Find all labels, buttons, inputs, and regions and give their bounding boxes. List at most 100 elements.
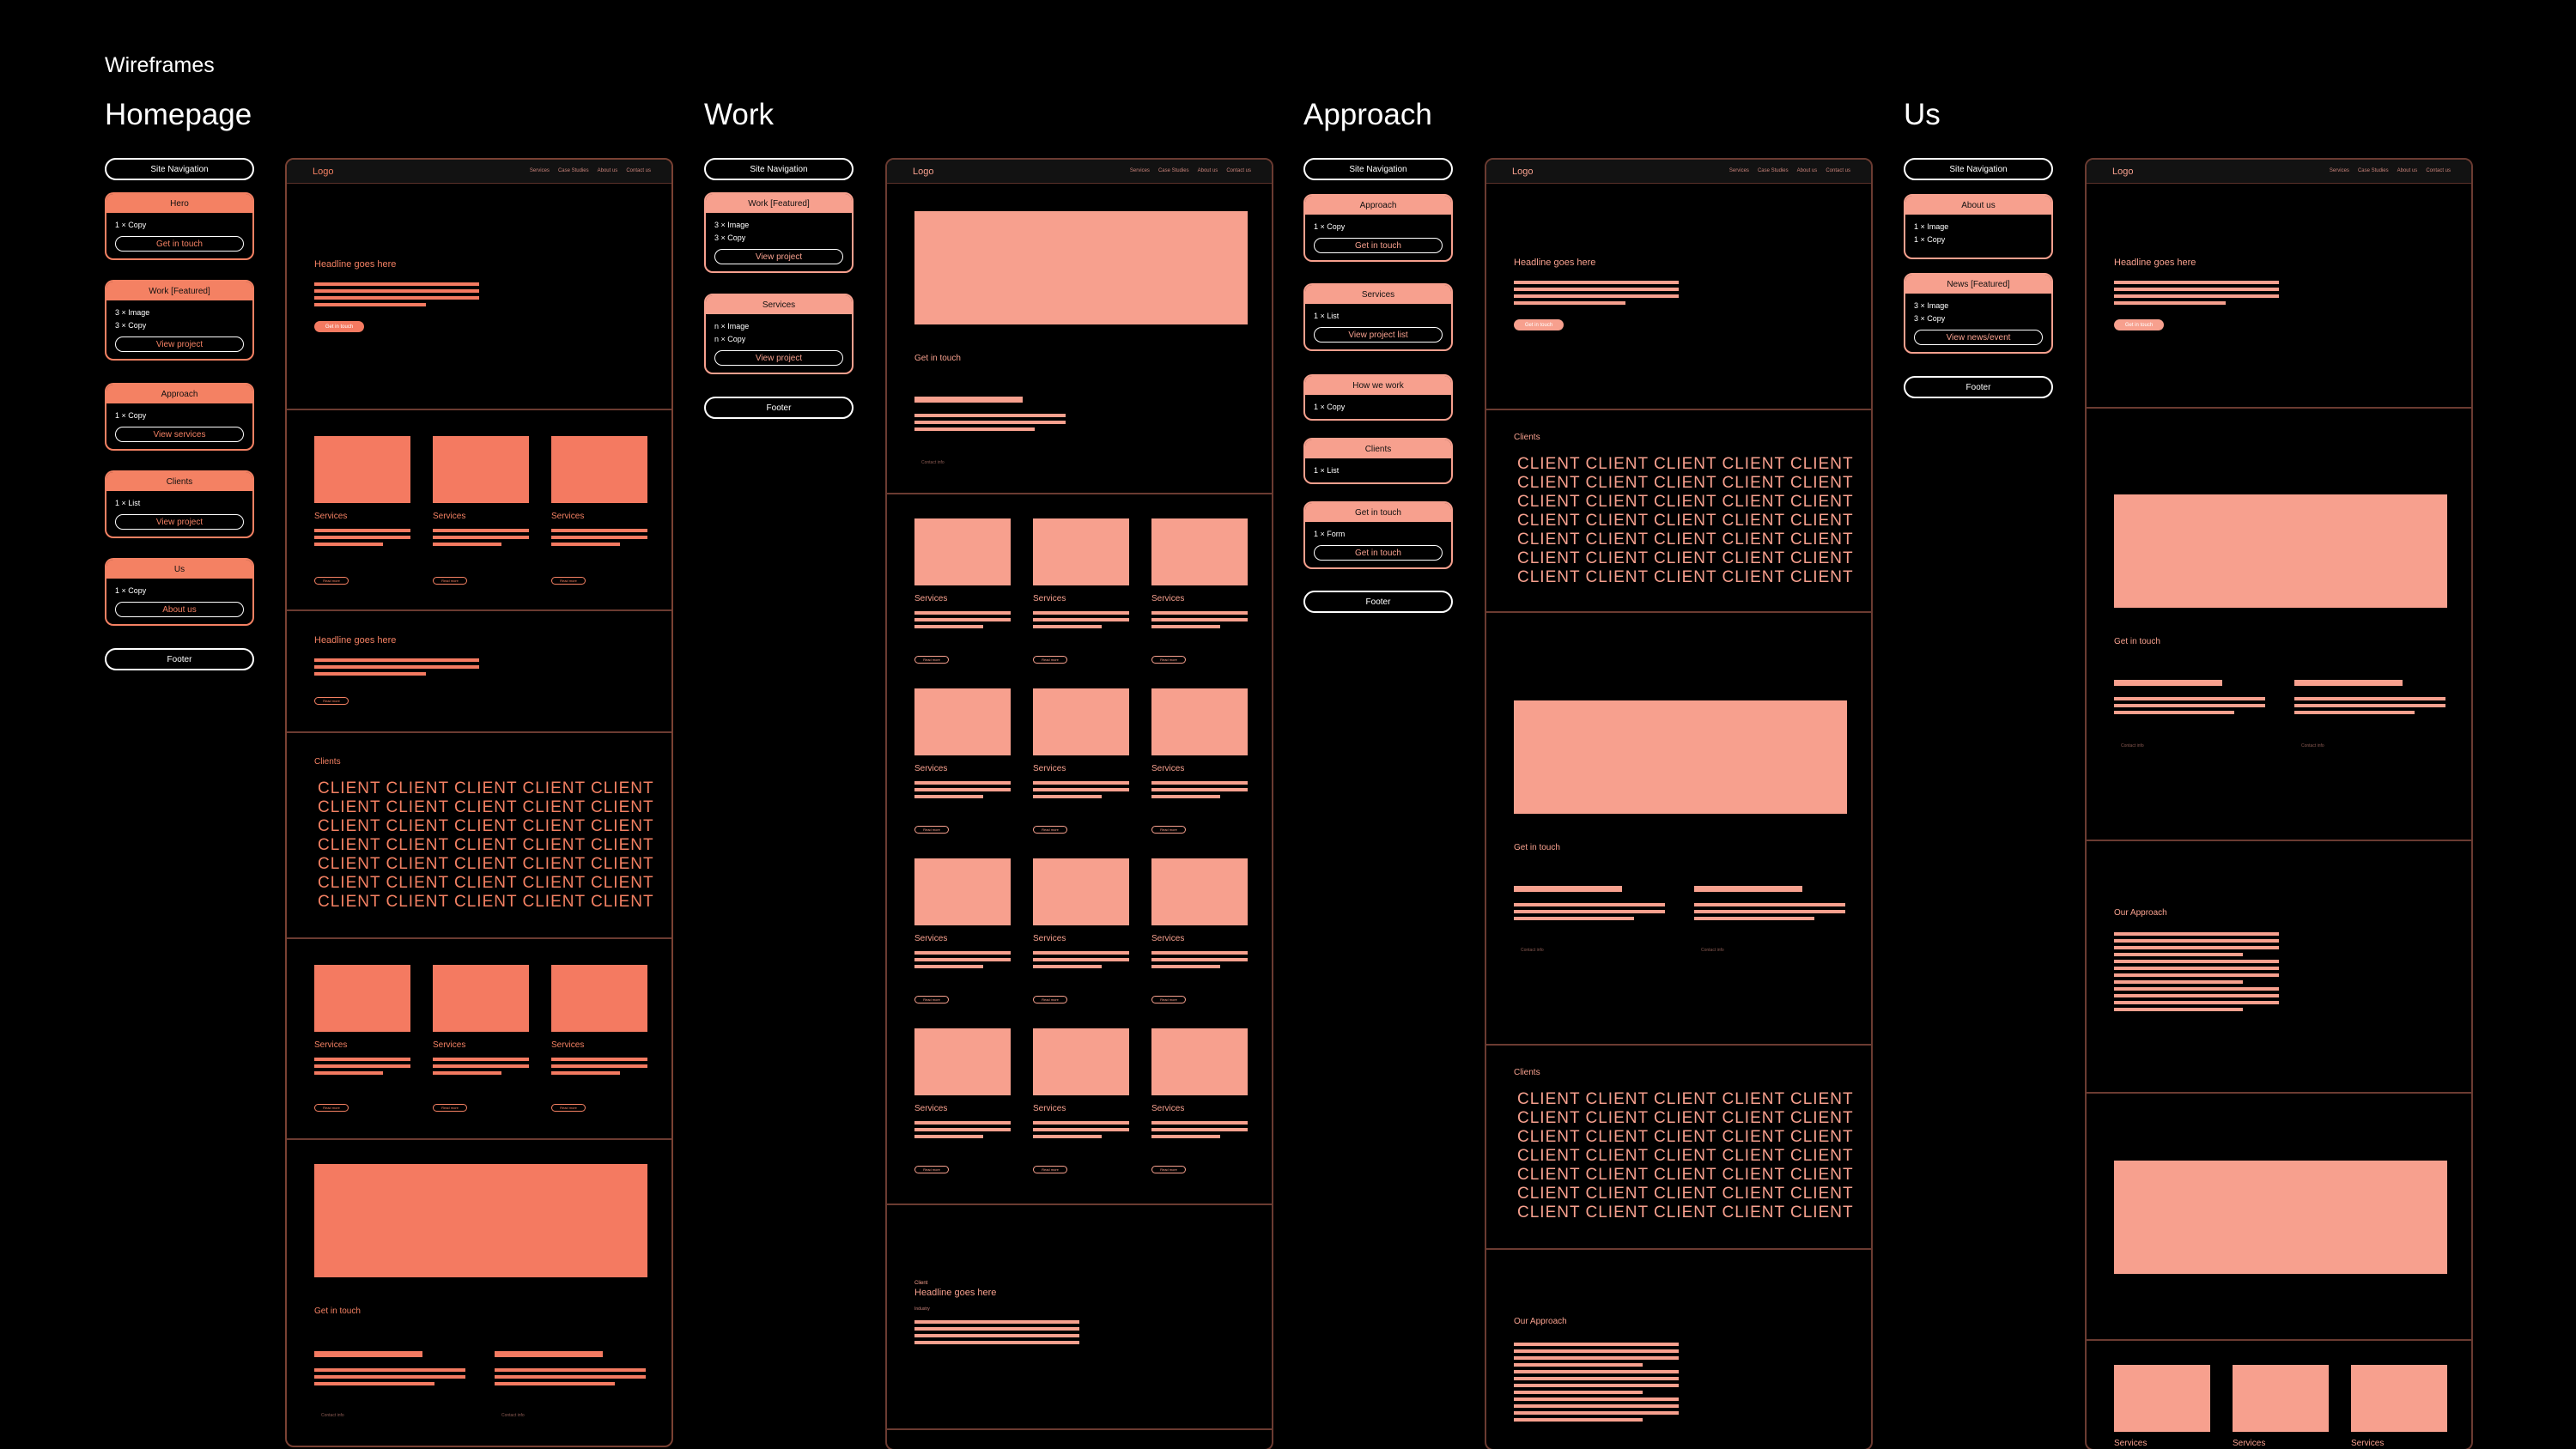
footer-pill[interactable]: Footer [704, 397, 854, 419]
get-in-touch-button[interactable]: Get in touch [1314, 545, 1443, 561]
services-label: Services [2233, 1439, 2266, 1448]
wire-nav-links: Services Case Studies About us Contact us [1129, 168, 1251, 173]
homepage-wireframe: Logo Services Case Studies About us Contact… [285, 158, 673, 1447]
copy-line [914, 1121, 1011, 1125]
card-copy: 1 × Copy [115, 586, 147, 595]
wire-logo: Logo [1512, 167, 1534, 177]
footer-pill[interactable]: Footer [1904, 376, 2053, 398]
footer-pill[interactable]: Footer [1303, 591, 1453, 613]
copy-line [1033, 965, 1102, 968]
page-title: Wireframes [105, 53, 215, 77]
about-us-button[interactable]: About us [115, 602, 244, 617]
read-more-button[interactable]: Read more [914, 1166, 949, 1173]
services-label: Services [433, 1040, 466, 1050]
copy-line [2114, 932, 2279, 936]
read-more-button[interactable]: Read more [433, 577, 467, 585]
services-label: Services [551, 512, 585, 521]
wire-logo: Logo [913, 167, 934, 177]
card-header: News [Featured] [1905, 275, 2051, 294]
case-headline: Headline goes here [914, 1288, 997, 1298]
read-more-button[interactable]: Read more [433, 1104, 467, 1112]
read-more-button[interactable]: Read more [914, 826, 949, 834]
read-more-button[interactable]: Read more [1151, 996, 1186, 1003]
card-header: Us [106, 560, 252, 579]
hero-cta-button[interactable]: Get in touch [2114, 319, 2164, 330]
view-project-button[interactable]: View project [714, 249, 843, 264]
card-header: Approach [106, 385, 252, 403]
wire-nav-links: Services Case Studies About us Contact us [2329, 168, 2451, 173]
service-image [914, 688, 1011, 755]
read-more-button[interactable]: Read more [1033, 1166, 1067, 1173]
services-label: Services [1151, 934, 1185, 943]
site-navigation-pill[interactable]: Site Navigation [1904, 158, 2053, 180]
section-title-approach: Approach [1303, 98, 1432, 131]
get-in-touch-label: Get in touch [914, 354, 961, 363]
read-more-button[interactable]: Read more [1151, 1166, 1186, 1173]
service-image [1151, 1028, 1248, 1095]
view-project-button[interactable]: View project [714, 350, 843, 366]
copy-line [1514, 1404, 1679, 1408]
copy-line [914, 788, 1011, 791]
site-navigation-pill[interactable]: Site Navigation [704, 158, 854, 180]
get-in-touch-button[interactable]: Get in touch [1314, 238, 1443, 253]
hero-cta-button[interactable]: Get in touch [1514, 319, 1564, 330]
contact-info: Contact info [1701, 948, 1724, 953]
copy-line [2114, 994, 2279, 997]
section-title-homepage: Homepage [105, 98, 252, 131]
read-more-button[interactable]: Read more [314, 1104, 349, 1112]
industry-label: Industry [914, 1307, 930, 1312]
read-more-button[interactable]: Read more [314, 697, 349, 705]
site-navigation-pill[interactable]: Site Navigation [105, 158, 254, 180]
copy-line [914, 625, 983, 628]
copy-line [914, 618, 1011, 621]
read-more-button[interactable]: Read more [914, 656, 949, 664]
read-more-button[interactable]: Read more [1033, 656, 1067, 664]
contact-info: Contact info [921, 460, 945, 465]
copy-line [1151, 958, 1248, 961]
card-clients: Clients 1 × List View project [105, 470, 254, 538]
view-news-event-button[interactable]: View news/event [1914, 330, 2043, 345]
copy-line [914, 965, 983, 968]
copy-line [2114, 953, 2243, 956]
site-navigation-pill[interactable]: Site Navigation [1303, 158, 1453, 180]
contact-info: Contact info [2301, 743, 2324, 749]
read-more-button[interactable]: Read more [1151, 826, 1186, 834]
card-get-in-touch: Get in touch 1 × Form Get in touch [1303, 501, 1453, 569]
read-more-button[interactable]: Read more [551, 577, 586, 585]
view-project-list-button[interactable]: View project list [1314, 327, 1443, 343]
read-more-button[interactable]: Read more [314, 577, 349, 585]
read-more-button[interactable]: Read more [551, 1104, 586, 1112]
copy-line [1151, 1121, 1248, 1125]
service-image [1151, 688, 1248, 755]
clients-grid: CLIENT CLIENT CLIENT CLIENT CLIENT CLIENT… [1517, 1090, 1854, 1222]
copy-line [1514, 1356, 1679, 1360]
clients-label: Clients [1514, 1068, 1540, 1077]
copy-line [1151, 788, 1248, 791]
service-image [914, 1028, 1011, 1095]
services-label: Services [1151, 764, 1185, 773]
card-header: Clients [106, 472, 252, 491]
read-more-button[interactable]: Read more [1033, 826, 1067, 834]
contact-info: Contact info [1521, 948, 1544, 953]
get-in-touch-button[interactable]: Get in touch [115, 236, 244, 252]
card-header: Work [Featured] [706, 194, 852, 213]
view-project-button[interactable]: View project [115, 336, 244, 352]
read-more-button[interactable]: Read more [1033, 996, 1067, 1003]
copy-line [914, 951, 1011, 955]
section-title-us: Us [1904, 98, 1941, 131]
get-in-touch-label: Get in touch [1514, 843, 1560, 852]
services-label: Services [1151, 594, 1185, 603]
card-services: Services n × Image n × Copy View project [704, 294, 854, 374]
view-services-button[interactable]: View services [115, 427, 244, 442]
contact-info: Contact info [501, 1413, 525, 1418]
read-more-button[interactable]: Read more [914, 996, 949, 1003]
read-more-button[interactable]: Read more [1151, 656, 1186, 664]
footer-pill[interactable]: Footer [105, 648, 254, 670]
hero-cta-button[interactable]: Get in touch [314, 321, 364, 332]
services-label: Services [914, 1104, 948, 1113]
services-label: Services [1033, 594, 1066, 603]
view-project-button[interactable]: View project [115, 514, 244, 530]
copy-line [1514, 1370, 1679, 1373]
copy-line [1033, 781, 1129, 785]
service-image [1151, 518, 1248, 585]
